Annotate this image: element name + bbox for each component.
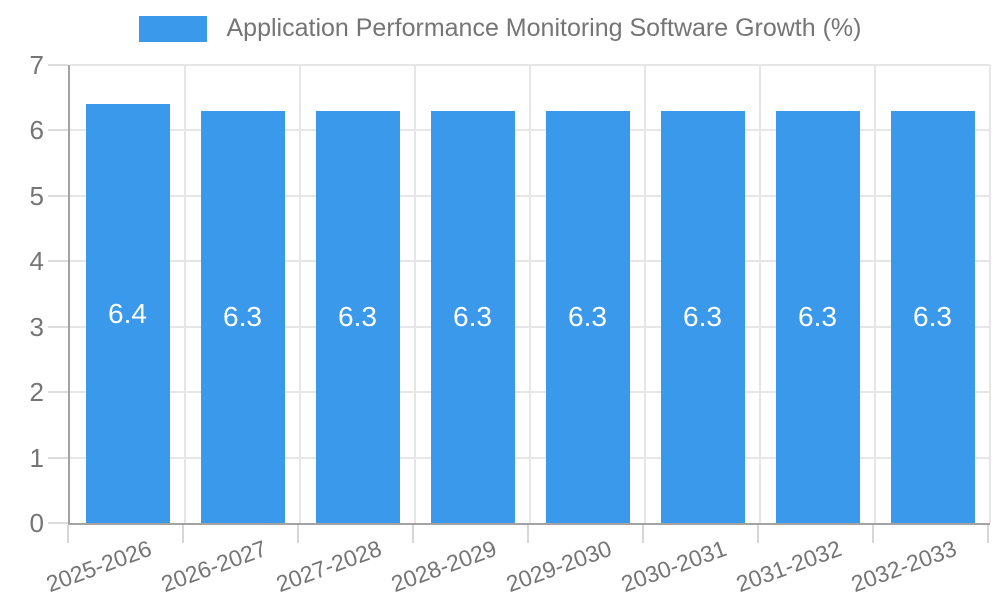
gridline-vertical	[874, 65, 876, 523]
gridline-vertical	[414, 65, 416, 523]
y-axis-tick	[48, 129, 68, 132]
x-tick-label: 2031-2032	[732, 535, 845, 598]
legend-swatch[interactable]	[138, 15, 207, 42]
bar	[660, 110, 745, 523]
bar	[775, 110, 860, 523]
y-axis-tick	[48, 456, 68, 459]
y-tick-label: 1	[29, 442, 44, 473]
bar-value-label: 6.4	[108, 297, 147, 329]
y-tick-label: 7	[29, 50, 44, 80]
x-tick-label: 2025-2026	[42, 535, 155, 598]
gridline-vertical	[299, 65, 301, 523]
x-axis-tick	[297, 525, 299, 543]
x-axis-tick	[642, 525, 644, 543]
x-axis-tick	[757, 525, 759, 543]
x-axis-tick	[527, 525, 529, 543]
y-tick-label: 0	[29, 508, 44, 538]
x-axis-tick	[412, 525, 414, 543]
x-tick-label: 2029-2030	[502, 535, 615, 598]
bar	[430, 110, 515, 523]
y-tick-label: 6	[29, 115, 44, 146]
gridline-vertical	[759, 65, 761, 523]
y-axis-tick	[48, 522, 68, 524]
bar	[315, 110, 400, 523]
x-tick-label: 2032-2033	[847, 535, 960, 598]
x-axis-tick	[872, 525, 874, 543]
y-tick-label: 3	[29, 311, 44, 342]
x-tick-label: 2028-2029	[387, 535, 500, 598]
gridline-vertical	[184, 65, 186, 523]
y-axis-tick	[48, 260, 68, 263]
y-tick-label: 4	[29, 246, 44, 277]
bar-value-label: 6.3	[338, 300, 377, 332]
bar-value-label: 6.3	[453, 300, 492, 332]
bar	[85, 104, 170, 523]
bar	[200, 110, 285, 523]
x-tick-label: 2026-2027	[157, 535, 270, 598]
legend-label: Application Performance Monitoring Softw…	[226, 14, 862, 42]
y-tick-label: 5	[29, 180, 44, 211]
bar-value-label: 6.3	[223, 300, 262, 332]
x-tick-label: 2027-2028	[272, 535, 385, 598]
x-axis-tick	[987, 525, 989, 543]
gridline-vertical	[644, 65, 646, 523]
y-tick-label: 2	[29, 377, 44, 408]
bar	[545, 110, 630, 523]
x-axis-tick	[67, 525, 69, 543]
y-axis-tick	[48, 325, 68, 328]
bar-value-label: 6.3	[683, 300, 722, 332]
y-axis-tick	[48, 194, 68, 197]
plot-area: 6.4 6.3 6.3 6.3 6.3 6.3 6.3 6.3	[68, 64, 991, 525]
gridline-vertical	[529, 65, 531, 523]
gridline-vertical	[989, 65, 991, 523]
legend[interactable]: Application Performance Monitoring Softw…	[0, 14, 1000, 43]
bar-value-label: 6.3	[798, 300, 837, 332]
x-axis-tick	[182, 525, 184, 543]
bar	[890, 110, 975, 523]
y-axis-tick	[48, 64, 68, 66]
bar-value-label: 6.3	[568, 300, 607, 332]
x-tick-label: 2030-2031	[617, 535, 730, 598]
y-axis-tick	[48, 391, 68, 394]
bar-value-label: 6.3	[913, 300, 952, 332]
